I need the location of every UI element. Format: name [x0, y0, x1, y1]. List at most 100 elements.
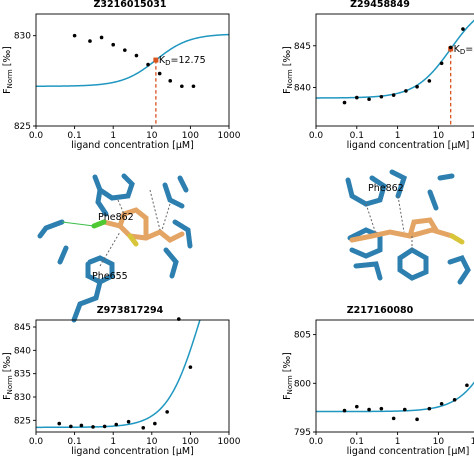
data-point: [402, 407, 407, 412]
y-axis-label: FNorm [‰]: [282, 352, 294, 400]
y-tick-label: 830: [14, 393, 31, 403]
data-point: [379, 406, 384, 411]
ligand-sulfur: [127, 233, 139, 247]
kd-marker: [153, 57, 159, 63]
data-point: [114, 422, 119, 427]
fit-curve: [316, 19, 474, 99]
x-tick-label: 10: [146, 131, 158, 141]
residue-stick: [172, 219, 193, 249]
data-point: [342, 408, 347, 413]
x-tick-label: 0.0: [309, 131, 324, 141]
chart-panel-z3216015031: Z3216015031 KD=12.75 0.0 0.1 1 10 100 1000 825 83…: [2, 0, 241, 151]
x-tick-label: 100: [182, 131, 199, 141]
molecule-panel-left: Phe862 Phe655: [37, 173, 193, 323]
data-point: [134, 53, 139, 58]
data-point: [57, 421, 62, 426]
data-point: [168, 79, 173, 83]
x-axis-label: ligand concentration [μM]: [71, 140, 194, 151]
data-point: [191, 84, 196, 89]
chart-panel-z973817294: Z973817294 0.0 0.1 1 10 100 1000 825 830 835 840 84…: [2, 305, 241, 457]
x-tick-label: 1: [395, 131, 401, 141]
residue-stick: [163, 247, 179, 279]
residue-stick: [447, 254, 471, 285]
x-tick-label: 10: [433, 131, 445, 141]
data-point: [391, 416, 396, 421]
data-point: [439, 401, 444, 406]
plot-frame: [35, 13, 230, 127]
data-point: [153, 421, 157, 426]
chart-title: Z29458849: [350, 0, 410, 10]
x-tick-label: 10: [146, 437, 158, 447]
residue-label-phe655: Phe655: [92, 271, 128, 282]
residue-stick: [437, 173, 455, 181]
residue-stick: [177, 175, 189, 193]
plot-frame: [35, 319, 230, 433]
data-point: [427, 406, 432, 411]
data-point: [146, 62, 150, 67]
x-tick-label: 1: [110, 131, 116, 141]
x-tick-label: 0.1: [67, 437, 81, 447]
data-point: [355, 95, 359, 100]
data-point: [79, 423, 84, 428]
data-point: [72, 33, 77, 38]
data-point: [367, 97, 371, 102]
plot-frame: [315, 13, 474, 127]
x-tick-label: 0.0: [29, 437, 44, 447]
chart-panel-z29458849: Z29458849KD=20.00.11101001000840845ligan…: [282, 0, 474, 151]
data-point: [91, 425, 95, 429]
residue-stick: [427, 189, 439, 211]
x-tick-label: 0.1: [350, 131, 364, 141]
ligand-stick: [407, 217, 439, 239]
y-tick-label: 830: [14, 32, 31, 42]
data-point: [111, 42, 115, 47]
fit-curve: [36, 33, 229, 87]
data-point: [415, 84, 419, 89]
y-tick-label: 795: [294, 428, 311, 438]
halogen-bond-line: [61, 221, 95, 227]
interaction-line: [365, 195, 413, 250]
data-point: [391, 93, 396, 97]
kd-label: KD=12.75: [159, 55, 206, 67]
residue-stick: [162, 182, 185, 209]
data-point: [126, 419, 131, 424]
x-tick-label: 1: [110, 437, 116, 447]
residue-stick: [71, 255, 115, 323]
y-tick-label: 805: [294, 331, 311, 341]
data-point: [188, 365, 193, 369]
fit-curve: [36, 320, 201, 429]
data-point: [367, 407, 371, 412]
residue-stick: [389, 169, 408, 199]
residue-stick: [345, 175, 387, 207]
data-point: [141, 426, 146, 430]
residue-label-phe862: Phe862: [98, 212, 134, 223]
residue-label-phe862: Phe862: [368, 183, 404, 194]
residue-stick: [95, 187, 109, 217]
residue-stick: [347, 227, 383, 259]
data-point: [88, 39, 92, 43]
data-point: [342, 100, 347, 105]
y-tick-label: 825: [14, 416, 31, 426]
fit-curve: [316, 381, 474, 413]
data-point: [355, 404, 359, 409]
y-tick-label: 840: [14, 346, 31, 356]
residue-stick: [353, 261, 383, 281]
data-point: [448, 45, 453, 50]
x-tick-label: 100: [471, 131, 474, 141]
x-tick-label: 100: [471, 437, 474, 447]
data-point: [102, 424, 107, 429]
y-tick-label: 845: [14, 323, 31, 333]
ligand-stick: [101, 219, 185, 243]
ligand-stick: [117, 207, 149, 241]
data-point: [99, 35, 104, 40]
y-tick-label: 835: [14, 370, 31, 380]
data-point: [404, 89, 408, 93]
x-tick-label: 0.1: [67, 131, 81, 141]
data-point: [165, 410, 169, 414]
x-tick-label: 0.1: [350, 437, 364, 447]
data-point: [123, 48, 127, 52]
x-axis-label: ligand concentration [μM]: [347, 446, 470, 457]
interaction-line: [99, 189, 171, 267]
data-point: [439, 61, 444, 66]
x-tick-label: 0.0: [29, 131, 44, 141]
